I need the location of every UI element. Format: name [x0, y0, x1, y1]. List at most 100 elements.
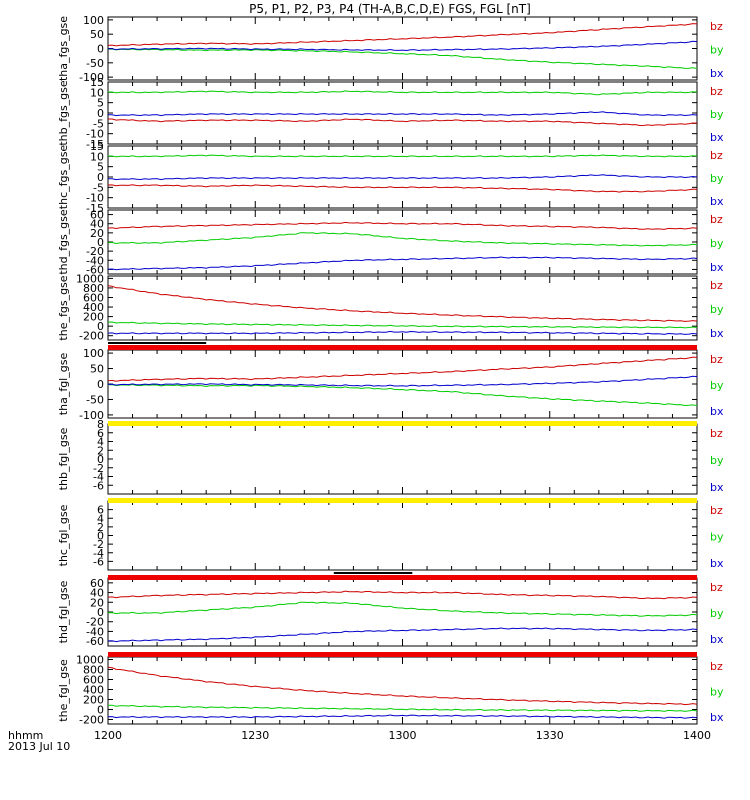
y-tick-label: 200 [83, 311, 104, 324]
y-tick-label: 60 [90, 209, 104, 222]
y-tick-label: -2 [93, 538, 104, 551]
legend-bz: bz [710, 353, 723, 366]
series-line-bx [107, 256, 698, 271]
time-axis-label: hhmm [8, 729, 43, 742]
x-tick-label: 1330 [536, 729, 564, 742]
y-tick-label: -20 [86, 245, 104, 258]
status-bar-red [108, 345, 697, 350]
y-tick-label: -10 [86, 128, 104, 141]
x-tick-label: 1400 [683, 729, 711, 742]
legend-by: by [710, 303, 724, 316]
panel-frame [107, 275, 698, 341]
y-tick-label: -6 [93, 479, 104, 492]
series-line-by [107, 90, 698, 96]
y-tick-label: 2 [97, 444, 104, 457]
y-tick-label: 0 [97, 378, 104, 391]
y-axis-label: the_fgl_gse [57, 659, 70, 722]
y-tick-label: 100 [83, 347, 104, 360]
y-tick-label: -5 [93, 181, 104, 194]
y-tick-label: 40 [90, 218, 104, 231]
legend-bx: bx [710, 633, 724, 646]
y-tick-label: -40 [86, 254, 104, 267]
legend-bz: bz [710, 504, 723, 517]
legend-by: by [710, 607, 724, 620]
y-tick-label: 4 [97, 436, 104, 449]
y-tick-label: -15 [86, 202, 104, 215]
series-line-bx [107, 40, 698, 52]
y-tick-label: 10 [90, 150, 104, 163]
data-flag-bar [108, 342, 207, 344]
panel-tha_fgl_gse: 100 50 0 -50 -100 tha_fgl_gse bz by bx [57, 347, 724, 422]
x-tick-label: 1230 [241, 729, 269, 742]
y-tick-label: -100 [79, 71, 104, 84]
y-tick-label: -4 [93, 547, 104, 560]
y-tick-label: 800 [83, 282, 104, 295]
legend-bz: bz [710, 581, 723, 594]
y-tick-label: 600 [83, 291, 104, 304]
legend-by: by [710, 531, 724, 544]
y-tick-label: 400 [83, 301, 104, 314]
y-tick-label: -60 [86, 263, 104, 276]
y-tick-label: -50 [86, 393, 104, 406]
y-tick-label: 600 [83, 674, 104, 687]
series-line-bz [107, 666, 698, 706]
series-line-bz [107, 184, 698, 193]
y-tick-label: 15 [90, 140, 104, 153]
series-line-bz [107, 590, 698, 600]
status-bars-group [108, 342, 697, 657]
chart-title: P5, P1, P2, P3, P4 (TH-A,B,C,D,E) FGS, F… [249, 2, 531, 16]
y-tick-label: -20 [86, 616, 104, 629]
y-tick-label: -10 [86, 192, 104, 205]
status-bar-yellow [108, 498, 697, 503]
y-tick-label: 15 [90, 76, 104, 89]
y-tick-label: 6 [97, 427, 104, 440]
data-flag-bar [333, 572, 413, 574]
legend-bz: bz [710, 427, 723, 440]
y-tick-label: -5 [93, 117, 104, 130]
status-bar-red [108, 575, 697, 580]
y-tick-label: 0 [97, 530, 104, 543]
legend-by: by [710, 379, 724, 392]
y-axis-label: thb_fgs_gse [57, 80, 70, 146]
legend-bx: bx [710, 405, 724, 418]
y-tick-label: 20 [90, 596, 104, 609]
legend-bz: bz [710, 20, 723, 33]
series-line-bx [107, 111, 698, 117]
legend-by: by [710, 108, 724, 121]
series-line-bx [107, 375, 698, 387]
legend-bz: bz [710, 660, 723, 673]
legend-bx: bx [710, 557, 724, 570]
y-tick-label: 400 [83, 684, 104, 697]
y-axis-label: the_fgs_gse [57, 275, 70, 340]
series-line-bz [107, 23, 698, 47]
y-tick-label: 5 [97, 97, 104, 110]
y-tick-label: 4 [97, 512, 104, 525]
legend-bx: bx [710, 195, 724, 208]
y-tick-label: -15 [86, 138, 104, 151]
y-tick-label: 0 [97, 453, 104, 466]
y-tick-label: 60 [90, 577, 104, 590]
series-line-by [107, 704, 698, 712]
y-axis-label: thd_fgl_gse [57, 580, 70, 643]
y-axis-label: thc_fgs_gse [57, 145, 70, 210]
y-tick-label: 6 [97, 504, 104, 517]
series-line-by [107, 154, 698, 158]
legend-bz: bz [710, 213, 723, 226]
y-tick-label: 800 [83, 664, 104, 677]
series-line-by [107, 321, 698, 329]
y-tick-label: -6 [93, 555, 104, 568]
y-tick-label: -50 [86, 57, 104, 70]
y-tick-label: 40 [90, 587, 104, 600]
legend-bx: bx [710, 131, 724, 144]
y-tick-label: -60 [86, 635, 104, 648]
legend-bx: bx [710, 711, 724, 724]
y-tick-label: 0 [97, 606, 104, 619]
panel-frame [107, 656, 698, 725]
